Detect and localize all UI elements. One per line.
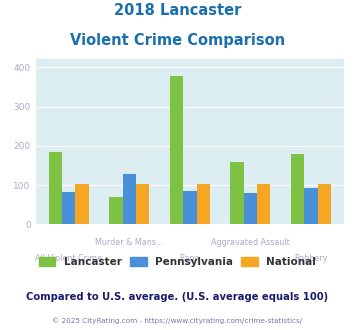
Bar [318, 184, 331, 224]
Bar [49, 152, 62, 224]
Text: Aggravated Assault: Aggravated Assault [211, 238, 290, 247]
Bar [244, 193, 257, 224]
Bar [76, 184, 89, 224]
Bar [136, 184, 149, 224]
Bar [291, 154, 304, 224]
Bar [170, 76, 183, 224]
Bar [257, 184, 271, 224]
Legend: Lancaster, Pennsylvania, National: Lancaster, Pennsylvania, National [39, 257, 316, 267]
Text: 2018 Lancaster: 2018 Lancaster [114, 3, 241, 18]
Text: Violent Crime Comparison: Violent Crime Comparison [70, 33, 285, 48]
Bar [183, 191, 197, 224]
Text: Compared to U.S. average. (U.S. average equals 100): Compared to U.S. average. (U.S. average … [26, 292, 329, 302]
Text: Robbery: Robbery [294, 254, 328, 263]
Text: Rape: Rape [180, 254, 200, 263]
Bar [304, 188, 318, 224]
Bar [123, 174, 136, 224]
Text: All Violent Crime: All Violent Crime [35, 254, 103, 263]
Bar [62, 192, 76, 224]
Bar [109, 197, 123, 224]
Bar [197, 184, 210, 224]
Text: Murder & Mans...: Murder & Mans... [95, 238, 164, 247]
Bar [230, 162, 244, 224]
Text: © 2025 CityRating.com - https://www.cityrating.com/crime-statistics/: © 2025 CityRating.com - https://www.city… [53, 317, 302, 324]
